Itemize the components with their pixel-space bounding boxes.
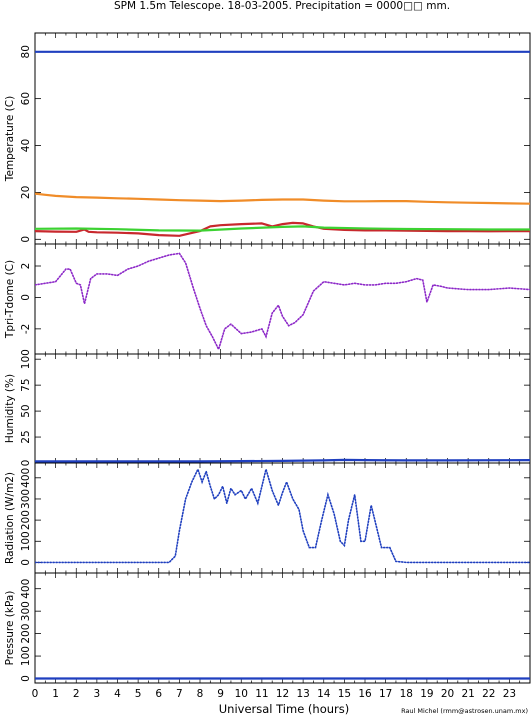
x-tick-label: 2 (73, 688, 80, 700)
data-series (35, 225, 530, 232)
y-tick-label: 200 (20, 624, 32, 644)
chart-title: SPM 1.5m Telescope. 18-03-2005. Precipit… (114, 0, 450, 12)
series-group (35, 252, 530, 352)
x-tick-label: 23 (503, 688, 516, 700)
y-tick-label: 40 (20, 139, 32, 152)
y-tick-label: 100 (20, 349, 32, 369)
series-group (35, 466, 530, 564)
y-tick-label: 0 (20, 236, 32, 243)
y-tick-label: 100 (20, 531, 32, 551)
x-tick-label: 15 (338, 688, 351, 700)
y-tick-label: 25 (20, 430, 32, 443)
data-series (35, 252, 530, 352)
x-tick-label: 9 (217, 688, 224, 700)
credit-text: Raul Michel (rmm@astrosen.unam.mx) (401, 707, 528, 715)
y-tick-label: 50 (20, 404, 32, 417)
x-tick-label: 20 (441, 688, 454, 700)
y-tick-label: 400 (20, 579, 32, 599)
panel-frame (34, 462, 531, 574)
x-tick-label: 19 (420, 688, 433, 700)
y-tick-label: 2 (20, 263, 32, 270)
data-series (35, 458, 530, 463)
y-tick-label: -2 (20, 324, 32, 334)
x-tick-label: 1 (52, 688, 59, 700)
x-tick-label: 14 (317, 688, 331, 700)
y-tick-label: 80 (20, 45, 32, 58)
y-tick-label: 300 (20, 489, 32, 509)
series-group (35, 458, 530, 463)
y-tick-label: 60 (20, 92, 32, 105)
x-tick-label: 11 (255, 688, 268, 700)
x-tick-label: 3 (94, 688, 101, 700)
data-series (35, 192, 530, 205)
data-series (35, 466, 530, 564)
panel-1: 0 20 40 60 80 Temperature (C) (4, 32, 531, 245)
panel-2: -2 0 2 Tpri-Tdome (C) (4, 243, 531, 355)
x-tick-label: 6 (155, 688, 162, 700)
y-tick-label: 300 (20, 601, 32, 621)
x-tick-label: 10 (235, 688, 248, 700)
x-tick-label: 17 (379, 688, 392, 700)
panel-frame (34, 353, 531, 464)
x-tick-label: 18 (400, 688, 413, 700)
y-tick-label: 0 (20, 460, 32, 467)
y-axis-label: Pressure (kPa) (4, 591, 16, 666)
x-tick-label: 7 (176, 688, 183, 700)
y-tick-label: 75 (20, 378, 32, 391)
panel-frame (34, 243, 531, 355)
x-tick-label: 8 (197, 688, 204, 700)
y-tick-label: 0 (20, 559, 32, 566)
panel-5: 0 100 200 300 400 Pressure (kPa) (4, 572, 531, 684)
x-tick-label: 22 (482, 688, 495, 700)
y-axis-label: Radiation (W/m2) (4, 472, 16, 564)
y-axis-label: Temperature (C) (4, 96, 16, 182)
x-tick-label: 21 (461, 688, 474, 700)
y-axis-label: Humidity (%) (4, 374, 16, 443)
y-tick-label: 20 (20, 186, 32, 199)
y-tick-label: 0 (20, 675, 32, 682)
series-group (35, 50, 530, 237)
panel-frame (34, 572, 531, 684)
x-tick-label: 0 (32, 688, 39, 700)
y-axis-label: Tpri-Tdome (C) (4, 260, 16, 339)
y-tick-label: 100 (20, 646, 32, 666)
x-tick-label: 13 (296, 688, 309, 700)
y-tick-label: 400 (20, 468, 32, 488)
y-tick-label: 0 (20, 294, 32, 301)
panel-frame (34, 32, 531, 245)
x-tick-label: 12 (276, 688, 289, 700)
panel-3: 0 25 50 75 100 Humidity (%) (4, 349, 531, 467)
x-axis-label: Universal Time (hours) (219, 702, 350, 716)
x-tick-label: 16 (358, 688, 372, 700)
x-tick-label: 4 (114, 688, 121, 700)
x-tick-label: 5 (135, 688, 142, 700)
y-tick-label: 200 (20, 510, 32, 530)
